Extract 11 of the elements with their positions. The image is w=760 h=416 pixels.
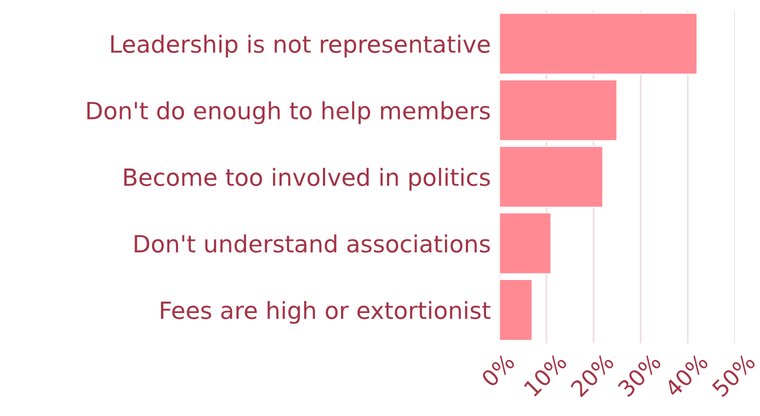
y-tick-label: Don't do enough to help members: [87, 101, 490, 124]
x-tick-label: 0%: [480, 352, 516, 388]
y-tick-label: Leadership is not representative: [111, 34, 490, 58]
bar: [499, 145, 604, 208]
bar: [499, 278, 533, 342]
bar: [499, 12, 698, 75]
bar: [499, 212, 552, 275]
y-tick-label: Become too involved in politics: [124, 168, 490, 191]
y-tick-label: Don't understand associations: [134, 234, 490, 253]
bar: [499, 78, 618, 142]
y-tick-label: Fees are high or extortionist: [161, 300, 490, 324]
